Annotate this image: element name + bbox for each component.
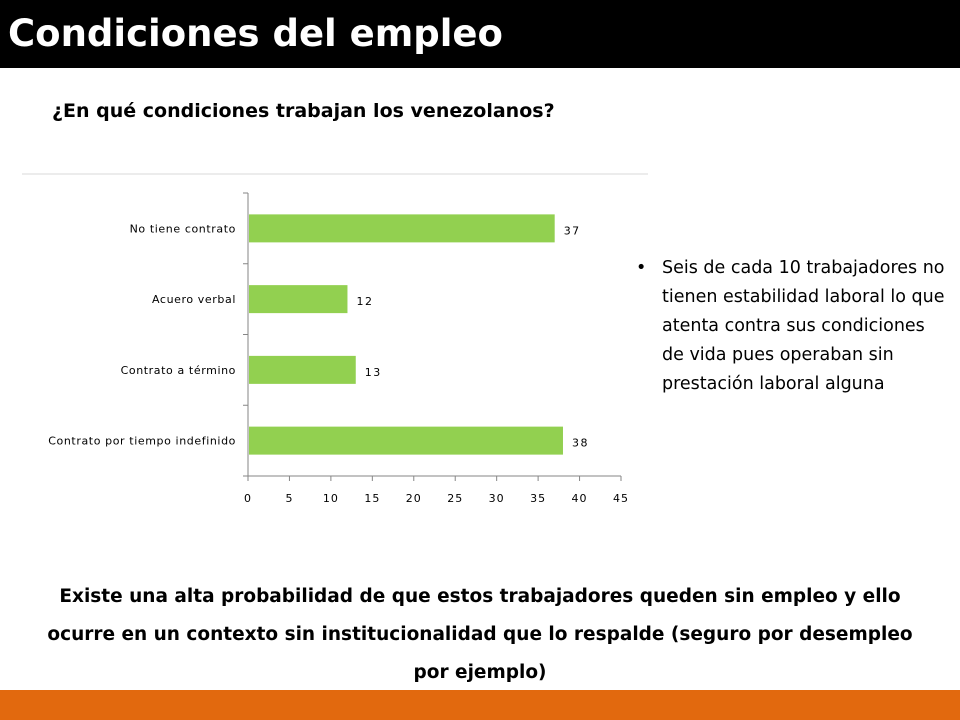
- category-label: Contrato por tiempo indefinido: [48, 435, 236, 448]
- bar: [249, 285, 348, 314]
- x-tick-label: 0: [244, 492, 252, 505]
- x-tick-label: 30: [489, 492, 505, 505]
- bullet-icon: •: [636, 258, 647, 278]
- x-tick-label: 35: [530, 492, 546, 505]
- chart-question: ¿En qué condiciones trabajan los venezol…: [52, 100, 555, 122]
- x-tick-label: 25: [447, 492, 463, 505]
- x-tick-label: 10: [323, 492, 339, 505]
- bar: [249, 214, 555, 243]
- data-label: 12: [356, 295, 373, 308]
- category-label: Acuero verbal: [152, 293, 236, 306]
- x-tick-label: 40: [572, 492, 588, 505]
- x-tick-label: 15: [364, 492, 380, 505]
- x-tick-label: 5: [285, 492, 293, 505]
- bar: [249, 426, 563, 455]
- footer-bar: [0, 690, 960, 720]
- category-label: Contrato a término: [121, 364, 236, 377]
- title-bar: Condiciones del empleo: [0, 0, 960, 68]
- bar: [249, 355, 356, 384]
- data-label: 13: [365, 366, 382, 379]
- data-label: 37: [564, 224, 581, 237]
- data-label: 38: [572, 437, 589, 450]
- slide-title: Condiciones del empleo: [8, 12, 503, 55]
- conclusion-text: Existe una alta probabilidad de que esto…: [47, 586, 913, 683]
- category-label: No tiene contrato: [130, 222, 236, 235]
- x-tick-label: 45: [613, 492, 629, 505]
- bullet-text: Seis de cada 10 trabajadores no tienen e…: [662, 258, 945, 394]
- x-tick-label: 20: [406, 492, 422, 505]
